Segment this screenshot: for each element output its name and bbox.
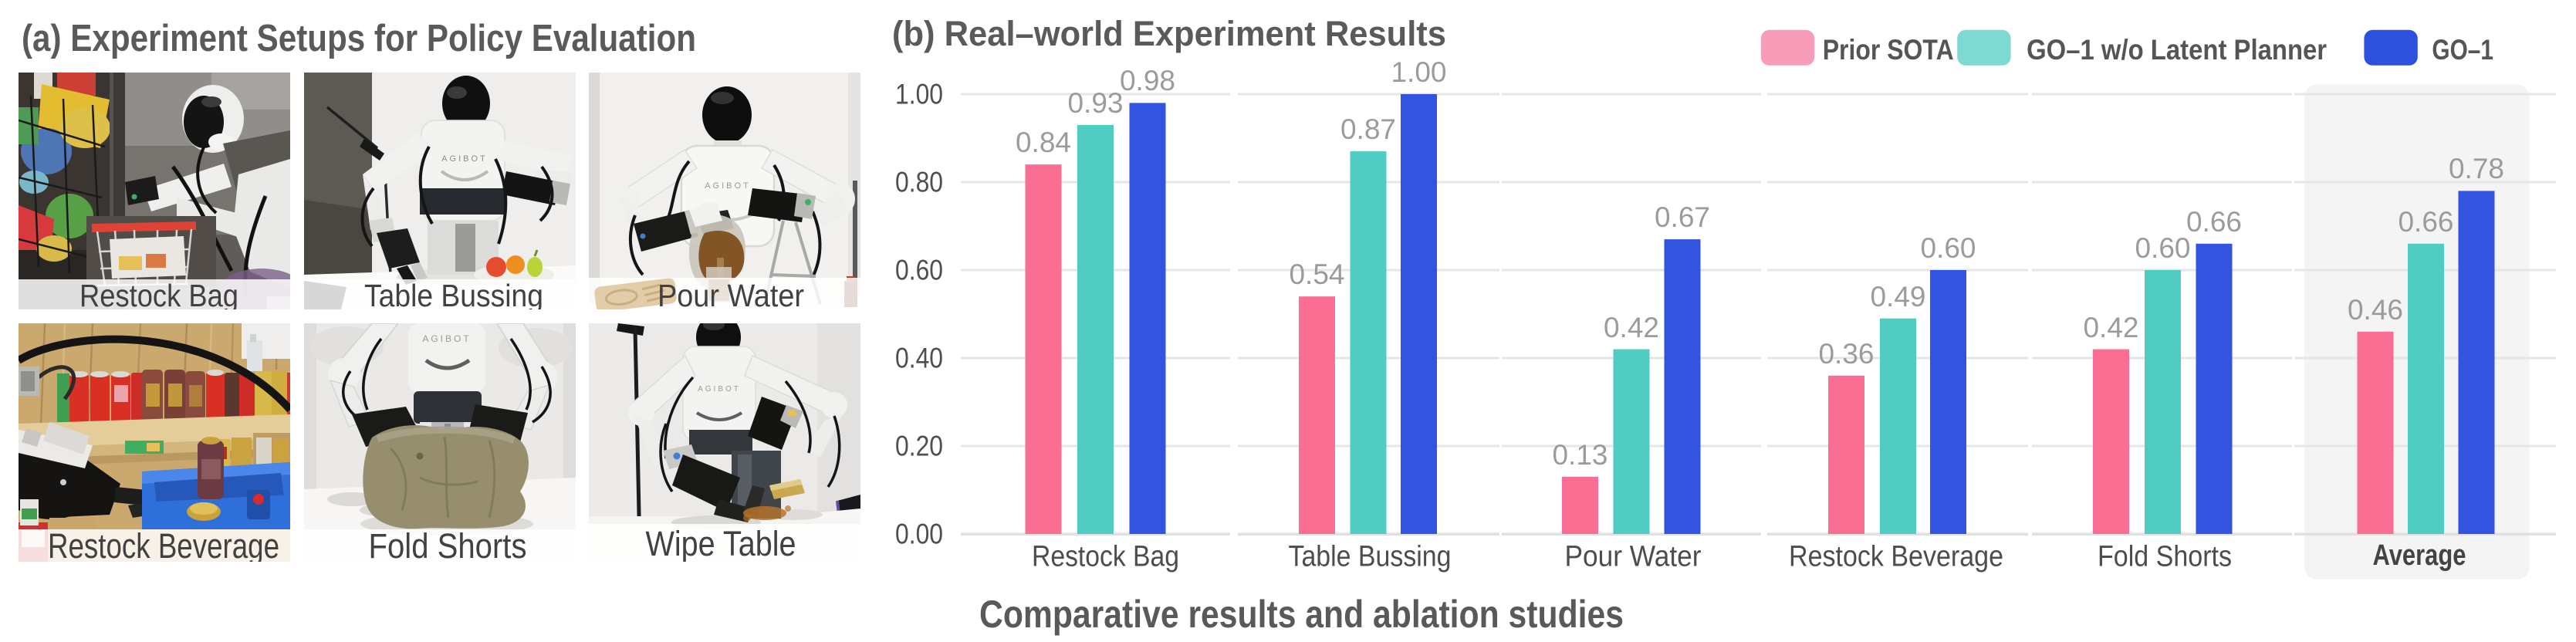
svg-text:GO–1 w/o Latent Planner: GO–1 w/o Latent Planner [2027, 34, 2327, 66]
svg-text:1.00: 1.00 [1391, 56, 1446, 88]
svg-text:0.36: 0.36 [1818, 338, 1874, 370]
svg-text:1.00: 1.00 [895, 79, 943, 110]
svg-text:Prior SOTA: Prior SOTA [1823, 34, 1954, 66]
svg-text:(b) Real–world Experiment Resu: (b) Real–world Experiment Results [892, 14, 1446, 53]
svg-text:0.66: 0.66 [2186, 206, 2242, 238]
svg-text:AGIBOT: AGIBOT [422, 333, 471, 344]
svg-text:Pour Water: Pour Water [658, 278, 804, 313]
svg-text:0.66: 0.66 [2398, 206, 2453, 238]
svg-text:0.80: 0.80 [895, 167, 943, 198]
svg-text:0.87: 0.87 [1340, 113, 1396, 145]
svg-text:0.67: 0.67 [1655, 201, 1710, 233]
svg-text:Table Bussing: Table Bussing [1289, 541, 1452, 573]
svg-text:Comparative results and ablati: Comparative results and ablation studies [979, 593, 1624, 636]
svg-text:Restock Beverage: Restock Beverage [1789, 541, 2003, 573]
svg-text:Fold Shorts: Fold Shorts [369, 526, 527, 566]
svg-text:0.42: 0.42 [1604, 312, 1659, 343]
svg-text:Table Bussing: Table Bussing [364, 278, 543, 313]
svg-text:Restock Bag: Restock Bag [79, 278, 238, 313]
svg-text:Pour Water: Pour Water [1565, 541, 1702, 573]
svg-text:0.54: 0.54 [1289, 258, 1344, 290]
svg-text:AGIBOT: AGIBOT [441, 154, 488, 164]
svg-text:AGIBOT: AGIBOT [705, 181, 751, 191]
svg-text:0.60: 0.60 [2135, 232, 2190, 264]
svg-text:0.20: 0.20 [895, 431, 943, 462]
svg-text:Wipe Table: Wipe Table [646, 524, 796, 563]
svg-text:Restock Beverage: Restock Beverage [48, 526, 279, 566]
svg-text:0.60: 0.60 [895, 255, 943, 286]
svg-text:0.13: 0.13 [1552, 439, 1607, 471]
svg-text:0.93: 0.93 [1067, 87, 1123, 119]
svg-text:(a) Experiment Setups for Poli: (a) Experiment Setups for Policy Evaluat… [22, 18, 696, 59]
svg-text:0.42: 0.42 [2083, 312, 2138, 343]
svg-text:0.84: 0.84 [1016, 127, 1071, 158]
svg-text:0.00: 0.00 [895, 519, 943, 550]
svg-text:Average: Average [2373, 539, 2466, 572]
svg-text:0.40: 0.40 [895, 343, 943, 374]
svg-text:0.98: 0.98 [1120, 65, 1175, 96]
svg-text:Fold Shorts: Fold Shorts [2098, 541, 2232, 573]
svg-text:GO–1: GO–1 [2432, 34, 2493, 66]
svg-text:0.46: 0.46 [2348, 294, 2403, 326]
svg-text:0.78: 0.78 [2449, 153, 2504, 184]
svg-text:AGIBOT: AGIBOT [698, 385, 741, 394]
svg-text:Restock Bag: Restock Bag [1032, 541, 1179, 573]
svg-text:0.49: 0.49 [1870, 281, 1925, 313]
svg-text:0.60: 0.60 [1920, 232, 1976, 264]
